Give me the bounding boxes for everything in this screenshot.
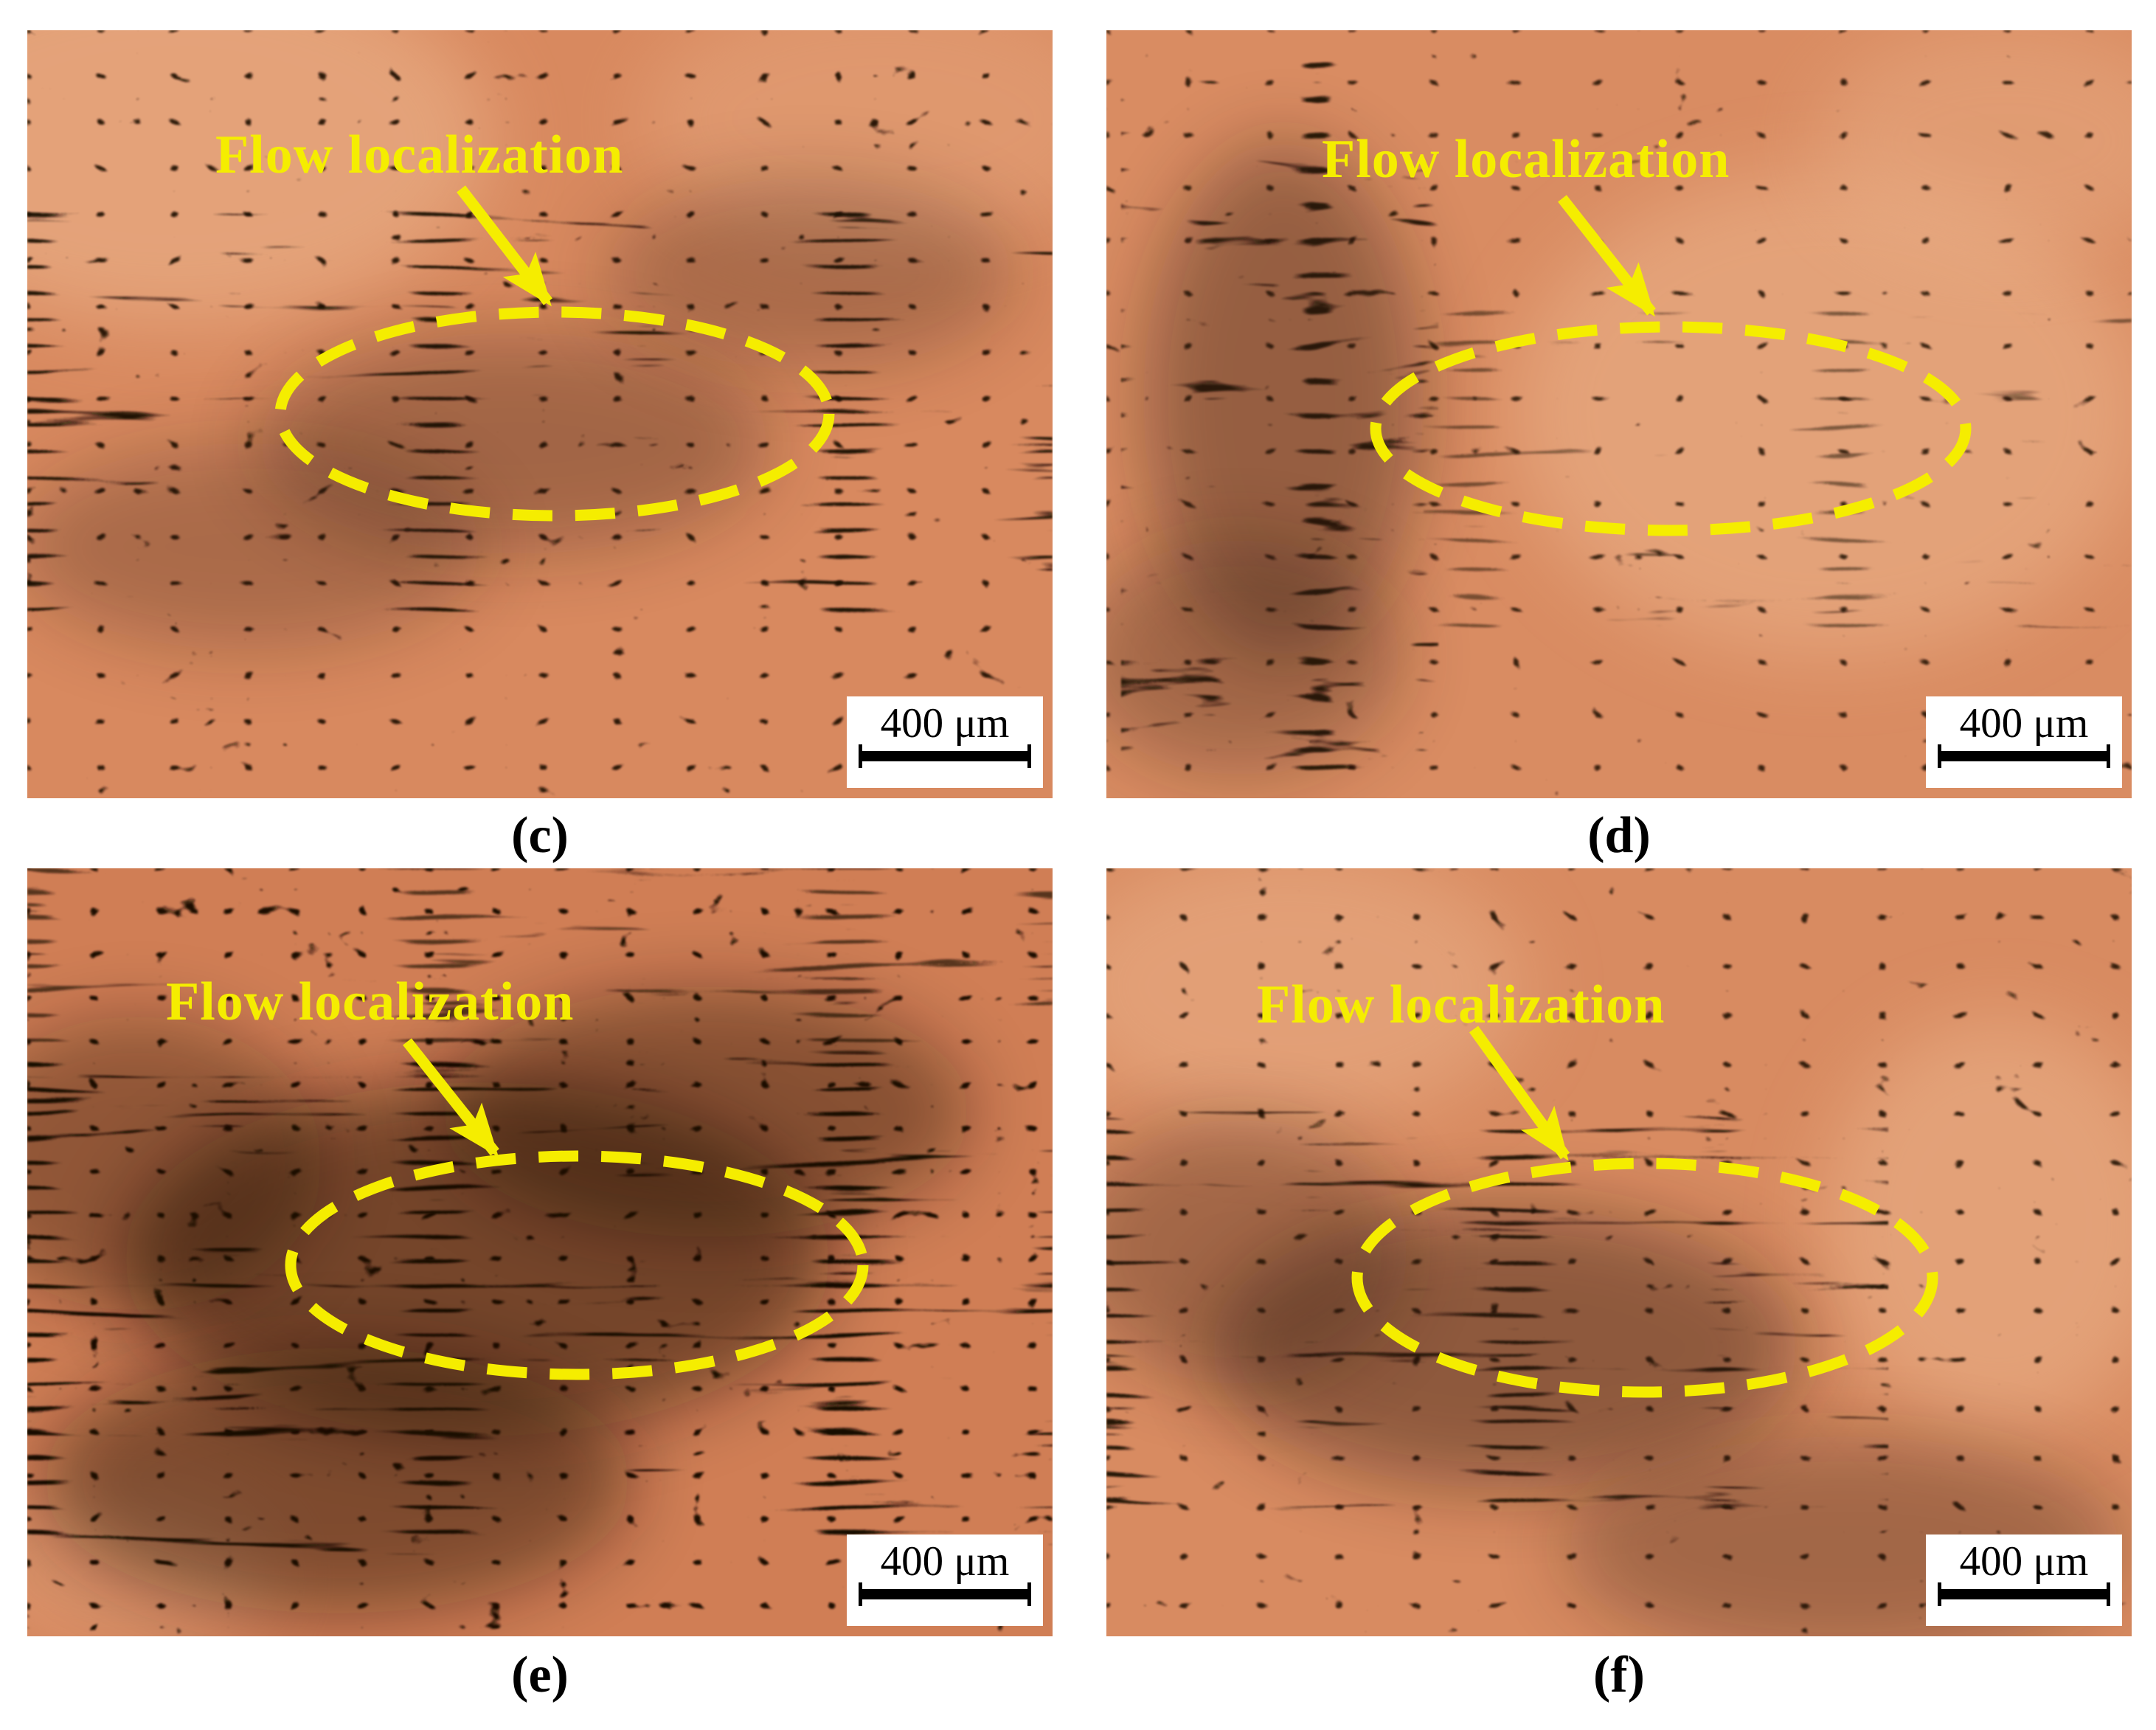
- scale-bar: 400 μm: [1926, 1534, 2122, 1626]
- scale-bar-line: [1938, 744, 2110, 768]
- flow-arrow: [1469, 1025, 1570, 1161]
- micrograph-image-e: [27, 868, 1053, 1636]
- flow-band-texture: [1424, 311, 2132, 628]
- panel-label-e: (e): [511, 1647, 569, 1703]
- micrograph-panel-c: Flow localization 400 μm: [27, 30, 1053, 798]
- micrograph-image-d: [1106, 30, 2132, 798]
- scale-bar-text: 400 μm: [1959, 1538, 2089, 1585]
- micrograph-panel-d: Flow localization 400 μm: [1106, 30, 2132, 798]
- scale-bar-line: [1938, 1582, 2110, 1606]
- scale-bar-line: [859, 744, 1031, 768]
- flow-region-ellipse: [285, 1150, 869, 1380]
- scale-bar: 400 μm: [1926, 696, 2122, 788]
- panel-label-f: (f): [1593, 1647, 1645, 1703]
- micrograph-panel-e: Flow localization 400 μm: [27, 868, 1053, 1636]
- scale-bar: 400 μm: [847, 696, 1043, 788]
- flow-arrow: [1558, 195, 1656, 317]
- scale-bar-text: 400 μm: [880, 700, 1010, 747]
- scale-bar: 400 μm: [847, 1534, 1043, 1626]
- flow-region-ellipse: [1351, 1158, 1938, 1398]
- flow-localization-label: Flow localization: [1257, 975, 1665, 1035]
- flow-localization-label: Flow localization: [215, 125, 624, 185]
- panel-label-c: (c): [511, 807, 569, 864]
- flow-localization-label: Flow localization: [166, 972, 575, 1032]
- micrograph-panel-f: Flow localization 400 μm: [1106, 868, 2132, 1636]
- flow-region-ellipse: [274, 306, 835, 522]
- flow-arrow: [457, 185, 552, 307]
- panel-label-d: (d): [1587, 807, 1651, 864]
- scale-bar-text: 400 μm: [1959, 700, 2089, 747]
- micrograph-image-f: [1106, 868, 2132, 1636]
- scale-bar-line: [859, 1582, 1031, 1606]
- micrograph-image-c: [27, 30, 1053, 798]
- scale-bar-text: 400 μm: [880, 1538, 1010, 1585]
- flow-localization-label: Flow localization: [1322, 129, 1730, 190]
- flow-region-ellipse: [1370, 321, 1972, 536]
- flow-arrow: [403, 1038, 499, 1158]
